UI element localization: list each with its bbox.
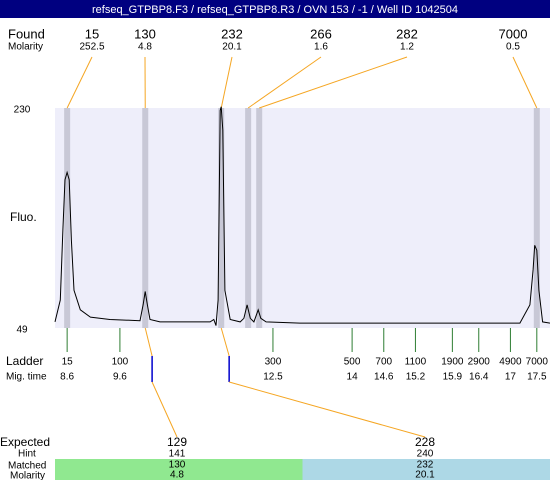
ladder-time: 17.5 [527, 372, 547, 383]
peak-molarity: 0.5 [506, 42, 520, 53]
peak-molarity: 1.6 [314, 42, 328, 53]
ladder-size: 7000 [526, 357, 549, 368]
peak-molarity: 1.2 [400, 42, 414, 53]
match-connector [220, 327, 230, 357]
ladder-time: 12.5 [263, 372, 283, 383]
ladder-size: 100 [112, 357, 129, 368]
hint-label: Hint [18, 449, 36, 460]
peak-size: 15 [85, 26, 99, 41]
ladder-time: 9.6 [113, 372, 127, 383]
trace [54, 106, 550, 326]
peak-band [533, 108, 540, 328]
expected-hint: 240 [417, 449, 434, 460]
expected-molarity: 20.1 [415, 470, 435, 480]
peak-size: 130 [134, 26, 156, 41]
peak-band [142, 108, 149, 328]
matched-row [55, 459, 303, 480]
ladder-size: 1900 [441, 357, 464, 368]
expected-matched: 130 [169, 460, 186, 471]
peak-band [256, 108, 263, 328]
peak-connector [259, 56, 408, 109]
peak-band [218, 108, 225, 328]
ladder-size: 1100 [405, 357, 427, 368]
y-tick-label: 49 [16, 325, 28, 336]
title: refseq_GTPBP8.F3 / refseq_GTPBP8.R3 / OV… [92, 4, 458, 16]
peak-connector [66, 56, 93, 109]
peak-connector [220, 56, 233, 109]
y-tick-label: 230 [14, 105, 31, 116]
ladder-time: 17 [505, 372, 517, 383]
ladder-time: 14.6 [374, 372, 394, 383]
ladder-time: 15.9 [443, 372, 463, 383]
matched-label: Matched [8, 461, 46, 472]
title-bar [0, 0, 550, 18]
expected-molarity: 4.8 [170, 470, 184, 480]
ladder-size: 4900 [499, 357, 522, 368]
expected-size: 228 [415, 435, 435, 449]
expected-connector [229, 381, 426, 438]
plot-area [55, 108, 550, 328]
expected-hint: 141 [169, 449, 186, 460]
peak-size: 7000 [499, 26, 528, 41]
expected-size: 129 [167, 435, 187, 449]
ladder-time: 15.2 [406, 372, 426, 383]
ladder-label: Ladder [6, 354, 43, 368]
peak-band [245, 108, 252, 328]
ladder-time: 16.4 [469, 372, 489, 383]
expected-connector [151, 381, 178, 438]
peak-band [64, 108, 71, 328]
ladder-size: 700 [375, 357, 392, 368]
peak-size: 282 [396, 26, 418, 41]
molarity-label: Molarity [10, 471, 45, 480]
match-connector [144, 327, 153, 357]
peak-connector [247, 56, 322, 109]
expected-matched: 232 [417, 460, 434, 471]
ladder-size: 15 [62, 357, 74, 368]
ladder-size: 300 [265, 357, 282, 368]
ladder-size: 2900 [468, 357, 491, 368]
ladder-time: 8.6 [60, 372, 74, 383]
ladder-size: 500 [344, 357, 361, 368]
peak-size: 266 [310, 26, 332, 41]
peak-size: 232 [221, 26, 243, 41]
peak-molarity: 252.5 [79, 42, 104, 53]
peak-molarity: 20.1 [222, 42, 242, 53]
found-label: Found [8, 26, 45, 41]
peak-molarity: 4.8 [138, 42, 152, 53]
ladder-sublabel: Mig. time [6, 372, 47, 383]
found-sublabel: Molarity [8, 42, 43, 53]
matched-row [302, 459, 550, 480]
ladder-time: 14 [347, 372, 359, 383]
expected-label: Expected [0, 435, 50, 449]
peak-connector [512, 56, 538, 109]
y-axis-label: Fluo. [10, 210, 37, 224]
